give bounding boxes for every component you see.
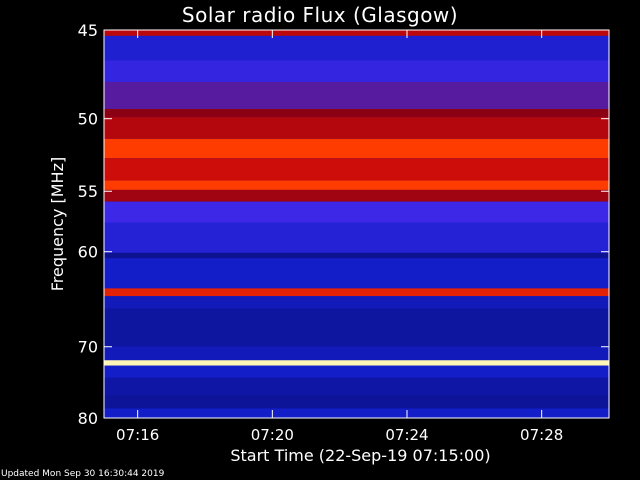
band-20 (104, 377, 609, 396)
footer-updated-text: Updated Mon Sep 30 16:30:44 2019 (1, 469, 165, 479)
band-16 (104, 308, 609, 347)
band-21 (104, 395, 609, 409)
band-22 (104, 408, 609, 418)
plot-frame (103, 29, 610, 419)
band-1 (104, 35, 609, 61)
band-15 (104, 296, 609, 309)
band-0 (104, 30, 609, 36)
x-tick-label-1: 07:20 (251, 426, 294, 444)
chart-title: Solar radio Flux (Glasgow) (181, 3, 459, 27)
band-7 (104, 158, 609, 181)
band-6 (104, 138, 609, 159)
y-tick-label-80: 80 (78, 409, 98, 428)
band-13 (104, 258, 609, 289)
y-tick-label-60: 60 (78, 243, 98, 262)
band-18 (104, 360, 609, 366)
band-11 (104, 222, 609, 253)
x-tick-label-3: 07:28 (520, 426, 563, 444)
y-tick-label-70: 70 (78, 338, 98, 357)
band-17 (104, 346, 609, 361)
y-tick-label-55: 55 (78, 182, 98, 201)
x-tick-label-2: 07:24 (385, 426, 428, 444)
band-10 (104, 201, 609, 223)
band-3 (104, 81, 609, 109)
x-tick-label-0: 07:16 (116, 426, 159, 444)
band-14 (104, 288, 609, 297)
band-4 (104, 108, 609, 118)
x-axis-label: Start Time (22-Sep-19 07:15:00) (230, 446, 490, 465)
band-8 (104, 180, 609, 190)
y-axis-label: Frequency [MHz] (48, 157, 67, 291)
band-2 (104, 60, 609, 82)
band-19 (104, 365, 609, 378)
band-12 (104, 252, 609, 259)
band-9 (104, 189, 609, 202)
y-tick-label-50: 50 (78, 110, 98, 129)
band-5 (104, 117, 609, 139)
y-tick-label-45: 45 (78, 21, 98, 40)
